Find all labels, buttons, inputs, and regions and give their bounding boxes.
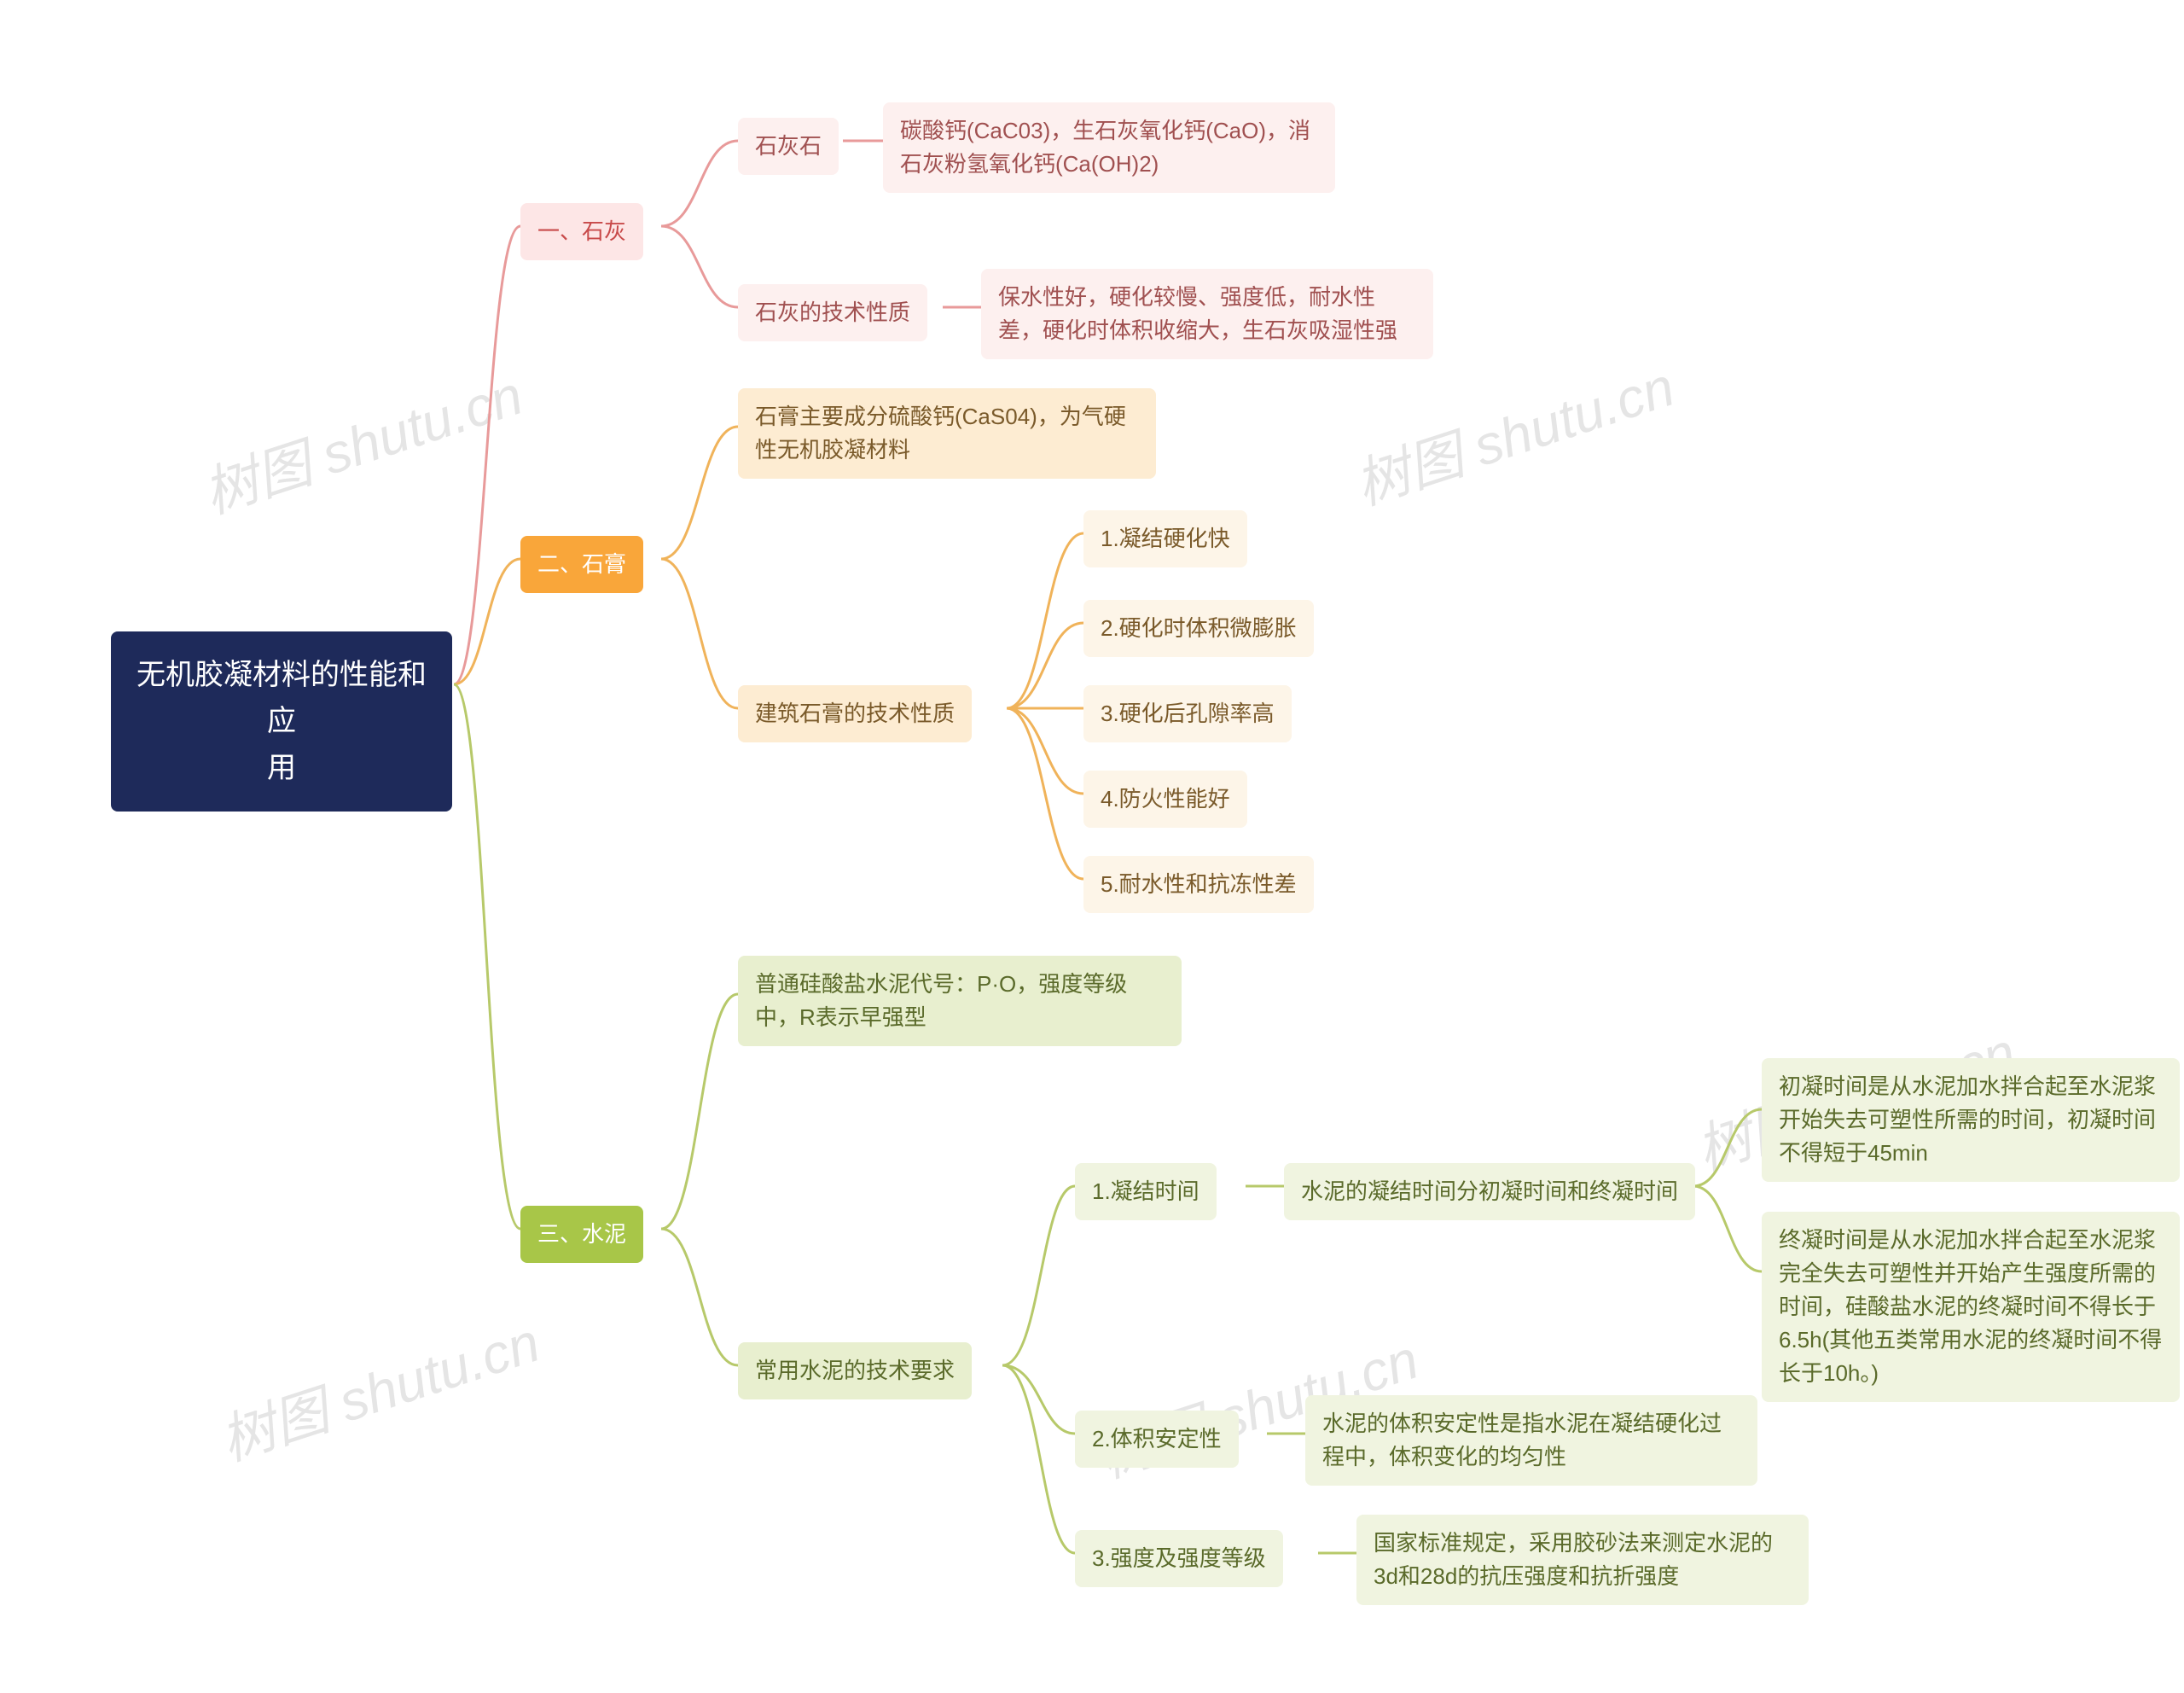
- lime-child-tech[interactable]: 石灰的技术性质: [738, 284, 927, 341]
- gypsum-composition-text: 石膏主要成分硫酸钙(CaS04)，为气硬性无机胶凝材料: [755, 400, 1139, 467]
- lime-limestone-detail[interactable]: 碳酸钙(CaC03)，生石灰氧化钙(CaO)，消石灰粉氢氧化钙(Ca(OH)2): [883, 102, 1335, 193]
- cement-setting-time-detail[interactable]: 水泥的凝结时间分初凝时间和终凝时间: [1284, 1163, 1695, 1220]
- cement-strength-detail-text: 国家标准规定，采用胶砂法来测定水泥的3d和28d的抗压强度和抗折强度: [1374, 1527, 1792, 1593]
- gypsum-sub-3[interactable]: 3.硬化后孔隙率高: [1083, 685, 1292, 742]
- cement-final-set-text: 终凝时间是从水泥加水拌合起至水泥浆完全失去可塑性并开始产生强度所需的时间，硅酸盐…: [1779, 1224, 2163, 1390]
- cement-initial-set[interactable]: 初凝时间是从水泥加水拌合起至水泥浆开始失去可塑性所需的时间，初凝时间不得短于45…: [1762, 1058, 2180, 1182]
- gypsum-sub-5[interactable]: 5.耐水性和抗冻性差: [1083, 856, 1314, 913]
- cement-strength-detail[interactable]: 国家标准规定，采用胶砂法来测定水泥的3d和28d的抗压强度和抗折强度: [1356, 1515, 1809, 1605]
- watermark: 树图 shutu.cn: [1344, 343, 1682, 520]
- root-text: 无机胶凝材料的性能和应 用: [135, 652, 428, 791]
- root-node[interactable]: 无机胶凝材料的性能和应 用: [111, 631, 452, 812]
- lime-child-limestone-label: 石灰石: [755, 130, 822, 163]
- cement-setting-time[interactable]: 1.凝结时间: [1075, 1163, 1217, 1220]
- branch-gypsum[interactable]: 二、石膏: [520, 536, 643, 593]
- branch-lime[interactable]: 一、石灰: [520, 203, 643, 260]
- cement-code[interactable]: 普通硅酸盐水泥代号：P·O，强度等级中，R表示早强型: [738, 956, 1182, 1046]
- branch-cement[interactable]: 三、水泥: [520, 1206, 643, 1263]
- lime-child-tech-label: 石灰的技术性质: [755, 296, 910, 329]
- gypsum-sub-5-text: 5.耐水性和抗冻性差: [1101, 868, 1297, 901]
- cement-vol-stability-detail-text: 水泥的体积安定性是指水泥在凝结硬化过程中，体积变化的均匀性: [1322, 1407, 1740, 1474]
- cement-code-text: 普通硅酸盐水泥代号：P·O，强度等级中，R表示早强型: [755, 968, 1165, 1034]
- gypsum-sub-3-text: 3.硬化后孔隙率高: [1101, 697, 1275, 730]
- cement-strength[interactable]: 3.强度及强度等级: [1075, 1530, 1283, 1587]
- cement-tech-req[interactable]: 常用水泥的技术要求: [738, 1342, 972, 1399]
- cement-vol-stability-detail[interactable]: 水泥的体积安定性是指水泥在凝结硬化过程中，体积变化的均匀性: [1305, 1395, 1757, 1486]
- branch-lime-label: 一、石灰: [537, 215, 626, 248]
- cement-vol-stability-label: 2.体积安定性: [1092, 1422, 1222, 1456]
- cement-setting-time-label: 1.凝结时间: [1092, 1175, 1199, 1208]
- cement-tech-req-label: 常用水泥的技术要求: [755, 1354, 955, 1388]
- lime-child-limestone[interactable]: 石灰石: [738, 118, 839, 175]
- lime-tech-detail[interactable]: 保水性好，硬化较慢、强度低，耐水性差，硬化时体积收缩大，生石灰吸湿性强: [981, 269, 1433, 359]
- watermark: 树图 shutu.cn: [209, 1299, 548, 1475]
- cement-final-set[interactable]: 终凝时间是从水泥加水拌合起至水泥浆完全失去可塑性并开始产生强度所需的时间，硅酸盐…: [1762, 1212, 2180, 1402]
- gypsum-sub-1[interactable]: 1.凝结硬化快: [1083, 510, 1247, 567]
- gypsum-sub-4[interactable]: 4.防火性能好: [1083, 771, 1247, 828]
- branch-cement-label: 三、水泥: [537, 1218, 626, 1251]
- gypsum-sub-2-text: 2.硬化时体积微膨胀: [1101, 612, 1297, 645]
- cement-vol-stability[interactable]: 2.体积安定性: [1075, 1411, 1239, 1468]
- gypsum-sub-1-text: 1.凝结硬化快: [1101, 522, 1230, 556]
- gypsum-tech[interactable]: 建筑石膏的技术性质: [738, 685, 972, 742]
- cement-strength-label: 3.强度及强度等级: [1092, 1542, 1266, 1575]
- gypsum-sub-2[interactable]: 2.硬化时体积微膨胀: [1083, 600, 1314, 657]
- cement-setting-time-detail-text: 水泥的凝结时间分初凝时间和终凝时间: [1301, 1175, 1678, 1208]
- gypsum-composition[interactable]: 石膏主要成分硫酸钙(CaS04)，为气硬性无机胶凝材料: [738, 388, 1156, 479]
- lime-limestone-detail-text: 碳酸钙(CaC03)，生石灰氧化钙(CaO)，消石灰粉氢氧化钙(Ca(OH)2): [900, 114, 1318, 181]
- cement-initial-set-text: 初凝时间是从水泥加水拌合起至水泥浆开始失去可塑性所需的时间，初凝时间不得短于45…: [1779, 1070, 2163, 1170]
- gypsum-sub-4-text: 4.防火性能好: [1101, 783, 1230, 816]
- branch-gypsum-label: 二、石膏: [537, 548, 626, 581]
- gypsum-tech-label: 建筑石膏的技术性质: [755, 697, 955, 730]
- watermark: 树图 shutu.cn: [192, 352, 531, 528]
- lime-tech-detail-text: 保水性好，硬化较慢、强度低，耐水性差，硬化时体积收缩大，生石灰吸湿性强: [998, 281, 1416, 347]
